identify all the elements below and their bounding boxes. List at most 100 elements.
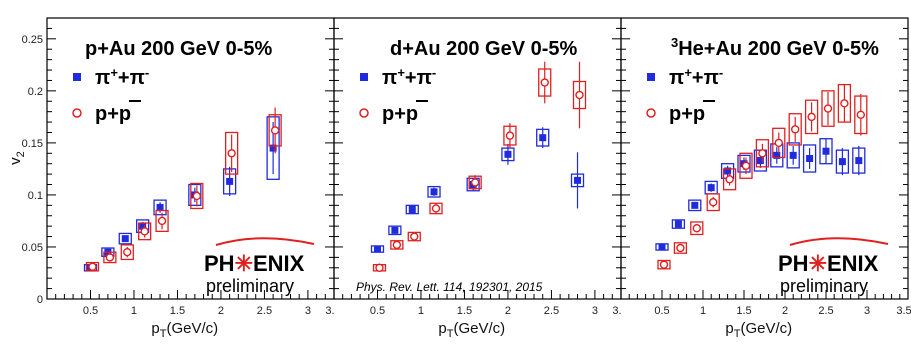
proton-sys-box [120,244,134,261]
y-axis-label: v2 [7,151,27,165]
legend-proton-marker [646,108,656,118]
proton-sys-box [690,221,704,236]
pion-sys-box [427,185,441,198]
x-tick-label: 3.5 [896,305,911,317]
proton-point [105,253,115,262]
pion-point [724,167,732,175]
legend-proton-marker [72,108,82,118]
pion-sys-box [405,204,419,215]
proton-sys-box [190,182,204,210]
pion-point [838,158,846,166]
x-tick-label: 2.5 [544,305,559,317]
proton-point [505,131,515,140]
pion-point [707,184,715,192]
pion-point [574,176,582,184]
proton-sys-box [103,251,117,264]
proton-point [540,78,549,87]
proton-sys-box [138,222,152,241]
pion-point [773,151,781,159]
pion-point [139,222,147,230]
phenix-swoosh [215,237,315,246]
x-tick-label: 2 [782,305,788,317]
pion-sys-box [688,199,702,212]
proton-point [692,224,701,233]
x-tick-label: 0.5 [83,305,98,317]
proton-sys-box [155,209,169,233]
x-tick-label: 3. [612,305,621,317]
proton-point [470,178,480,187]
pion-point [391,226,399,234]
panel-3: 0.5 1 1.5 2 2.5 3 3.5 pT(GeV/c) 3He+Au 200 GeV 0… [620,17,911,340]
legend-proton-marker [359,108,369,118]
pion-sys-box [153,199,167,216]
phenix-swoosh [789,237,889,246]
proton-point [392,240,402,250]
x-tick-label: 0.5 [654,305,669,317]
legend-pion-marker [647,73,655,81]
proton-sys-box [772,127,786,159]
proton-point [227,149,236,158]
pion-point [658,243,666,251]
pion-point [269,144,277,152]
legend-proton-label: p+p [382,103,418,125]
proton-point [123,247,132,257]
x-tick-label: 1.5 [736,305,751,317]
proton-point [140,227,149,236]
proton-sys-box [706,193,720,212]
preliminary-label: preliminary [206,276,294,296]
proton-point [758,149,767,158]
x-tick-label: 1.5 [457,305,472,317]
proton-sys-box [755,139,770,168]
proton-point [823,104,833,113]
preliminary-label: preliminary [780,276,868,296]
pion-point [789,151,797,159]
y-tick-label: 0.15 [22,138,43,150]
x-tick-label: 0.5 [370,305,385,317]
pion-sys-box [266,116,280,180]
proton-sys-box [804,99,819,135]
legend-pion-label: π++π- [95,65,149,89]
pion-point [822,147,830,155]
panel-1: 0.5 1 1.5 2 2.5 3 3. 0 0.05 0.1 0.15 0.2 0.25 pT(GeV/… [7,17,335,340]
pion-point [373,245,381,253]
x-tick-label: 1 [700,305,706,317]
pion-sys-box [737,154,751,173]
y-tick-label: 0.05 [22,242,43,254]
proton-point [270,126,280,135]
pion-point [756,157,764,165]
proton-point [840,99,849,108]
x-tick-label: 1.5 [170,305,185,317]
pion-point [408,205,416,213]
proton-point [676,243,685,253]
legend-proton-label: p+p [669,103,705,125]
x-tick-label: 2 [505,305,511,317]
x-tick-label: 2.5 [818,305,833,317]
x-tick-label: 3 [305,305,311,317]
x-tick-label: 2 [218,305,224,317]
pion-sys-box [786,142,800,169]
proton-point [157,216,167,226]
proton-point [88,262,97,271]
y-tick-label: 0.25 [22,34,43,46]
proton-point [725,175,734,184]
proton-point [774,138,783,148]
pion-sys-box [802,144,817,173]
pion-point [156,203,164,211]
proton-sys-box [673,242,688,254]
pion-sys-box [388,225,402,236]
proton-sys-box [739,152,753,179]
proton-point [741,161,751,170]
proton-sys-box [788,113,802,146]
x-axis-label: pT(GeV/c) [725,320,792,340]
proton-point [807,112,816,122]
legend-proton-label: p+p [95,103,131,125]
proton-point [856,110,865,119]
proton-point [375,263,384,272]
pion-point [855,157,863,165]
proton-point [192,191,202,201]
panel-frame [620,17,909,300]
proton-point [575,90,584,100]
pion-sys-box [118,232,132,245]
pion-point [691,201,699,209]
pion-sys-box [671,219,686,229]
